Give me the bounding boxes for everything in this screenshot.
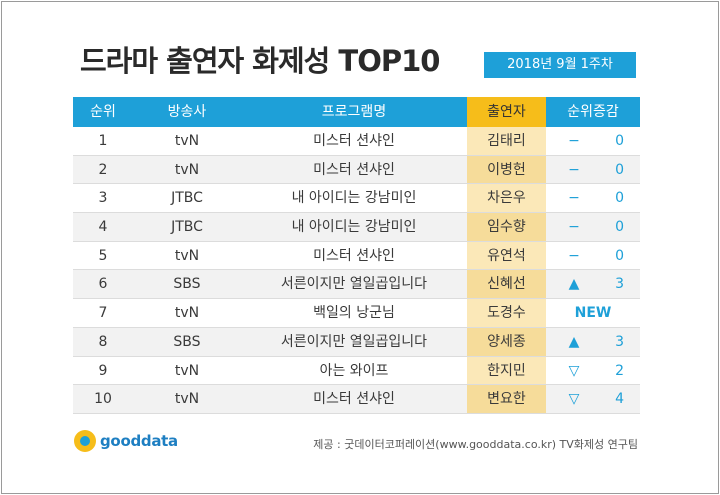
cell-program: 내 아이디는 강남미인 <box>291 190 417 207</box>
change-value: 0 <box>615 161 624 178</box>
cell-channel: tvN <box>174 247 200 264</box>
cell-rank: 5 <box>98 247 108 264</box>
table-row: 3 JTBC 내 아이디는 강남미인 차은우 −0 <box>73 184 640 214</box>
header-cast: 출연자 <box>467 97 546 127</box>
change-value: 0 <box>615 190 624 207</box>
header-change: 순위증감 <box>546 97 640 127</box>
rank-up-icon: ▲ <box>568 333 580 350</box>
cell-change: −0 <box>546 213 640 241</box>
cell-rank: 6 <box>98 276 108 293</box>
ranking-table: 순위 방송사 프로그램명 출연자 순위증감 1 tvN 미스터 션샤인 김태리 −0 2 t… <box>73 97 640 414</box>
table-row: 1 tvN 미스터 션샤인 김태리 −0 <box>73 127 640 156</box>
no-change-icon: − <box>568 190 580 207</box>
cell-channel: tvN <box>174 133 200 149</box>
gooddata-logo: gooddata <box>74 430 178 452</box>
cell-rank: 9 <box>98 362 108 379</box>
rank-down-icon: ▽ <box>568 391 580 408</box>
cell-program: 서른이지만 열일곱입니다 <box>280 333 428 350</box>
cell-channel: tvN <box>174 161 200 178</box>
cell-rank: 10 <box>94 391 112 408</box>
cell-change: −0 <box>546 242 640 270</box>
cell-program: 백일의 낭군님 <box>313 305 395 322</box>
source-credit: 제공 : 굿데이터코퍼레이션(www.gooddata.co.kr) TV화제성… <box>313 438 638 451</box>
cell-rank: 4 <box>98 219 108 236</box>
cell-change: NEW <box>546 299 640 327</box>
cell-cast: 임수향 <box>467 213 546 241</box>
header-rank: 순위 <box>73 97 133 127</box>
cell-channel: tvN <box>174 305 200 322</box>
no-change-icon: − <box>568 133 580 149</box>
change-value: 0 <box>615 247 624 264</box>
no-change-icon: − <box>568 219 580 236</box>
cell-cast: 양세종 <box>467 327 546 356</box>
table-row: 8 SBS 서른이지만 열일곱입니다 양세종 ▲ 3 <box>73 327 640 357</box>
cell-program: 미스터 션샤인 <box>313 391 395 408</box>
gooddata-logo-icon <box>74 430 96 452</box>
week-badge: 2018년 9월 1주차 <box>484 52 636 78</box>
cell-cast: 유연석 <box>467 241 546 270</box>
cell-program: 아는 와이프 <box>319 362 389 379</box>
cell-channel: tvN <box>174 391 200 408</box>
cell-program: 내 아이디는 강남미인 <box>291 219 417 236</box>
cell-change: ▲ 3 <box>546 328 640 356</box>
change-value: 0 <box>615 133 624 149</box>
change-value: 0 <box>615 219 624 236</box>
table-row: 6 SBS 서른이지만 열일곱입니다 신혜선 ▲ 3 <box>73 270 640 300</box>
cell-change: −0 <box>546 156 640 184</box>
table-header: 순위 방송사 프로그램명 출연자 순위증감 <box>73 97 640 127</box>
cell-change: ▽ 4 <box>546 385 640 413</box>
cell-rank: 3 <box>98 190 108 207</box>
change-value: 3 <box>615 276 624 293</box>
new-badge: NEW <box>574 305 612 322</box>
no-change-icon: − <box>568 161 580 178</box>
table-body: 1 tvN 미스터 션샤인 김태리 −0 2 tvN 미스터 션샤인 이병헌 −0 3 JTBC 내 아… <box>73 127 640 414</box>
header-program: 프로그램명 <box>241 97 467 127</box>
cell-change: ▲ 3 <box>546 270 640 298</box>
cell-channel: tvN <box>174 362 200 379</box>
cell-channel: SBS <box>173 333 201 350</box>
cell-program: 서른이지만 열일곱입니다 <box>280 276 428 293</box>
cell-rank: 8 <box>98 333 108 350</box>
cell-change: −0 <box>546 184 640 212</box>
logo-text: gooddata <box>100 432 178 450</box>
cell-program: 미스터 션샤인 <box>313 133 395 149</box>
page-title: 드라마 출연자 화제성 TOP10 <box>80 44 440 78</box>
cell-cast: 도경수 <box>467 299 546 327</box>
no-change-icon: − <box>568 247 580 264</box>
table-row: 2 tvN 미스터 션샤인 이병헌 −0 <box>73 155 640 185</box>
table-row: 4 JTBC 내 아이디는 강남미인 임수향 −0 <box>73 213 640 242</box>
cell-channel: JTBC <box>171 190 203 207</box>
cell-cast: 변요한 <box>467 385 546 413</box>
rank-down-icon: ▽ <box>568 362 580 379</box>
cell-cast: 이병헌 <box>467 155 546 184</box>
cell-cast: 차은우 <box>467 184 546 213</box>
cell-cast: 김태리 <box>467 127 546 155</box>
cell-rank: 2 <box>98 161 108 178</box>
change-value: 2 <box>615 362 624 379</box>
header-channel: 방송사 <box>133 97 241 127</box>
cell-rank: 7 <box>98 305 108 322</box>
table-row: 10 tvN 미스터 션샤인 변요한 ▽ 4 <box>73 385 640 414</box>
change-value: 4 <box>615 391 624 408</box>
table-row: 5 tvN 미스터 션샤인 유연석 −0 <box>73 241 640 271</box>
table-row: 7 tvN 백일의 낭군님 도경수 NEW <box>73 299 640 328</box>
cell-program: 미스터 션샤인 <box>313 161 395 178</box>
cell-change: −0 <box>546 127 640 155</box>
cell-program: 미스터 션샤인 <box>313 247 395 264</box>
table-row: 9 tvN 아는 와이프 한지민 ▽ 2 <box>73 356 640 386</box>
cell-rank: 1 <box>98 133 108 149</box>
cell-channel: JTBC <box>171 219 203 236</box>
change-value: 3 <box>615 333 624 350</box>
rank-up-icon: ▲ <box>568 276 580 293</box>
cell-cast: 신혜선 <box>467 270 546 299</box>
cell-cast: 한지민 <box>467 356 546 385</box>
cell-change: ▽ 2 <box>546 357 640 385</box>
cell-channel: SBS <box>173 276 201 293</box>
